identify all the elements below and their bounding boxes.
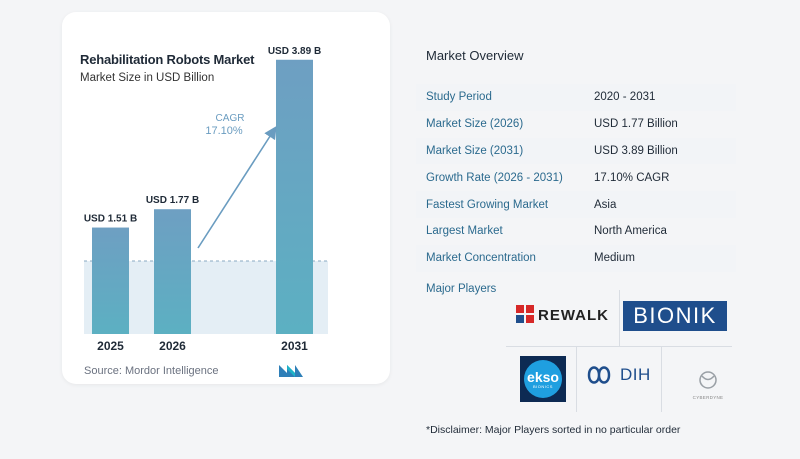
bionik-logo-text: BIONIK (633, 303, 717, 328)
bar-value-label: USD 1.77 B (146, 195, 199, 206)
overview-row-concentration: Market Concentration Medium (416, 244, 736, 272)
logo-divider (661, 346, 662, 412)
rewalk-logo-text: REWALK (538, 306, 609, 324)
bar-2026 (154, 209, 191, 334)
bar-value-label: USD 3.89 B (268, 46, 321, 57)
overview-value: Asia (594, 198, 617, 211)
bar-chart: USD 1.51 B USD 1.77 B USD 3.89 B 2025 2026 2… (84, 46, 328, 353)
logo-divider (506, 346, 732, 347)
cagr-arrow (197, 125, 277, 249)
overview-value: USD 1.77 Billion (594, 118, 678, 131)
chart-subtitle: Market Size in USD Billion (80, 72, 215, 84)
overview-label: Market Concentration (426, 252, 536, 265)
overview-row-study-period: Study Period 2020 - 2031 (416, 84, 736, 111)
overview-title: Market Overview (426, 48, 524, 63)
overview-label: Largest Market (426, 225, 503, 238)
cyberdyne-logo-text: CYBERDYNE (692, 395, 724, 400)
ekso-circle-icon: ekso BIONICS (524, 360, 562, 398)
rewalk-logo: REWALK (516, 305, 609, 325)
overview-label: Market Size (2026) (426, 118, 524, 131)
disclaimer-text: *Disclaimer: Major Players sorted in no … (426, 424, 681, 436)
overview-row-market-size-2031: Market Size (2031) USD 3.89 Billion (416, 137, 736, 165)
bionik-logo: BIONIK (623, 301, 727, 331)
chart-title: Rehabilitation Robots Market (80, 52, 255, 67)
mordor-logo-icon (279, 365, 303, 377)
overview-row-market-size-2026: Market Size (2026) USD 1.77 Billion (416, 111, 736, 138)
cyberdyne-emblem-icon (699, 371, 717, 389)
overview-value: Medium (594, 252, 635, 265)
logo-divider (576, 346, 577, 412)
cagr-value: 17.10% (205, 125, 243, 137)
overview-label: Fastest Growing Market (426, 198, 549, 211)
bar-value-label: USD 1.51 B (84, 214, 137, 225)
major-players-logos: REWALK BIONIK ekso BIONICS DIH CYBERDYNE (506, 290, 732, 412)
x-tick-label: 2025 (97, 339, 124, 353)
ekso-logo-subtext: BIONICS (533, 383, 553, 389)
cyberdyne-logo: CYBERDYNE (691, 370, 725, 400)
bar-2025 (92, 227, 129, 334)
rewalk-mark-icon (516, 305, 534, 323)
overview-row-fastest-growing: Fastest Growing Market Asia (416, 191, 736, 218)
overview-label: Growth Rate (2026 - 2031) (426, 171, 563, 184)
dih-logo: DIH (584, 360, 651, 390)
overview-row-growth-rate: Growth Rate (2026 - 2031) 17.10% CAGR (416, 164, 736, 191)
x-tick-label: 2031 (281, 339, 308, 353)
chart-card: Rehabilitation Robots Market Market Size… (62, 12, 390, 384)
major-players-title: Major Players (426, 283, 497, 295)
overview-value: 17.10% CAGR (594, 171, 670, 184)
overview-value: North America (594, 225, 667, 238)
source-text: Source: Mordor Intelligence (84, 365, 219, 377)
overview-row-largest-market: Largest Market North America (416, 218, 736, 245)
cagr-label: CAGR (216, 113, 245, 124)
dih-knot-icon (587, 366, 611, 384)
overview-value: USD 3.89 Billion (594, 144, 678, 157)
overview-label: Market Size (2031) (426, 144, 524, 157)
x-tick-label: 2026 (159, 339, 186, 353)
overview-table: Study Period 2020 - 2031 Market Size (20… (416, 84, 736, 272)
overview-value: 2020 - 2031 (594, 91, 656, 104)
dih-logo-text: DIH (620, 365, 651, 384)
overview-label: Study Period (426, 91, 492, 104)
logo-divider (619, 290, 620, 346)
ekso-logo: ekso BIONICS (520, 356, 566, 402)
bar-2031 (276, 59, 313, 334)
ekso-logo-text: ekso (527, 368, 559, 385)
